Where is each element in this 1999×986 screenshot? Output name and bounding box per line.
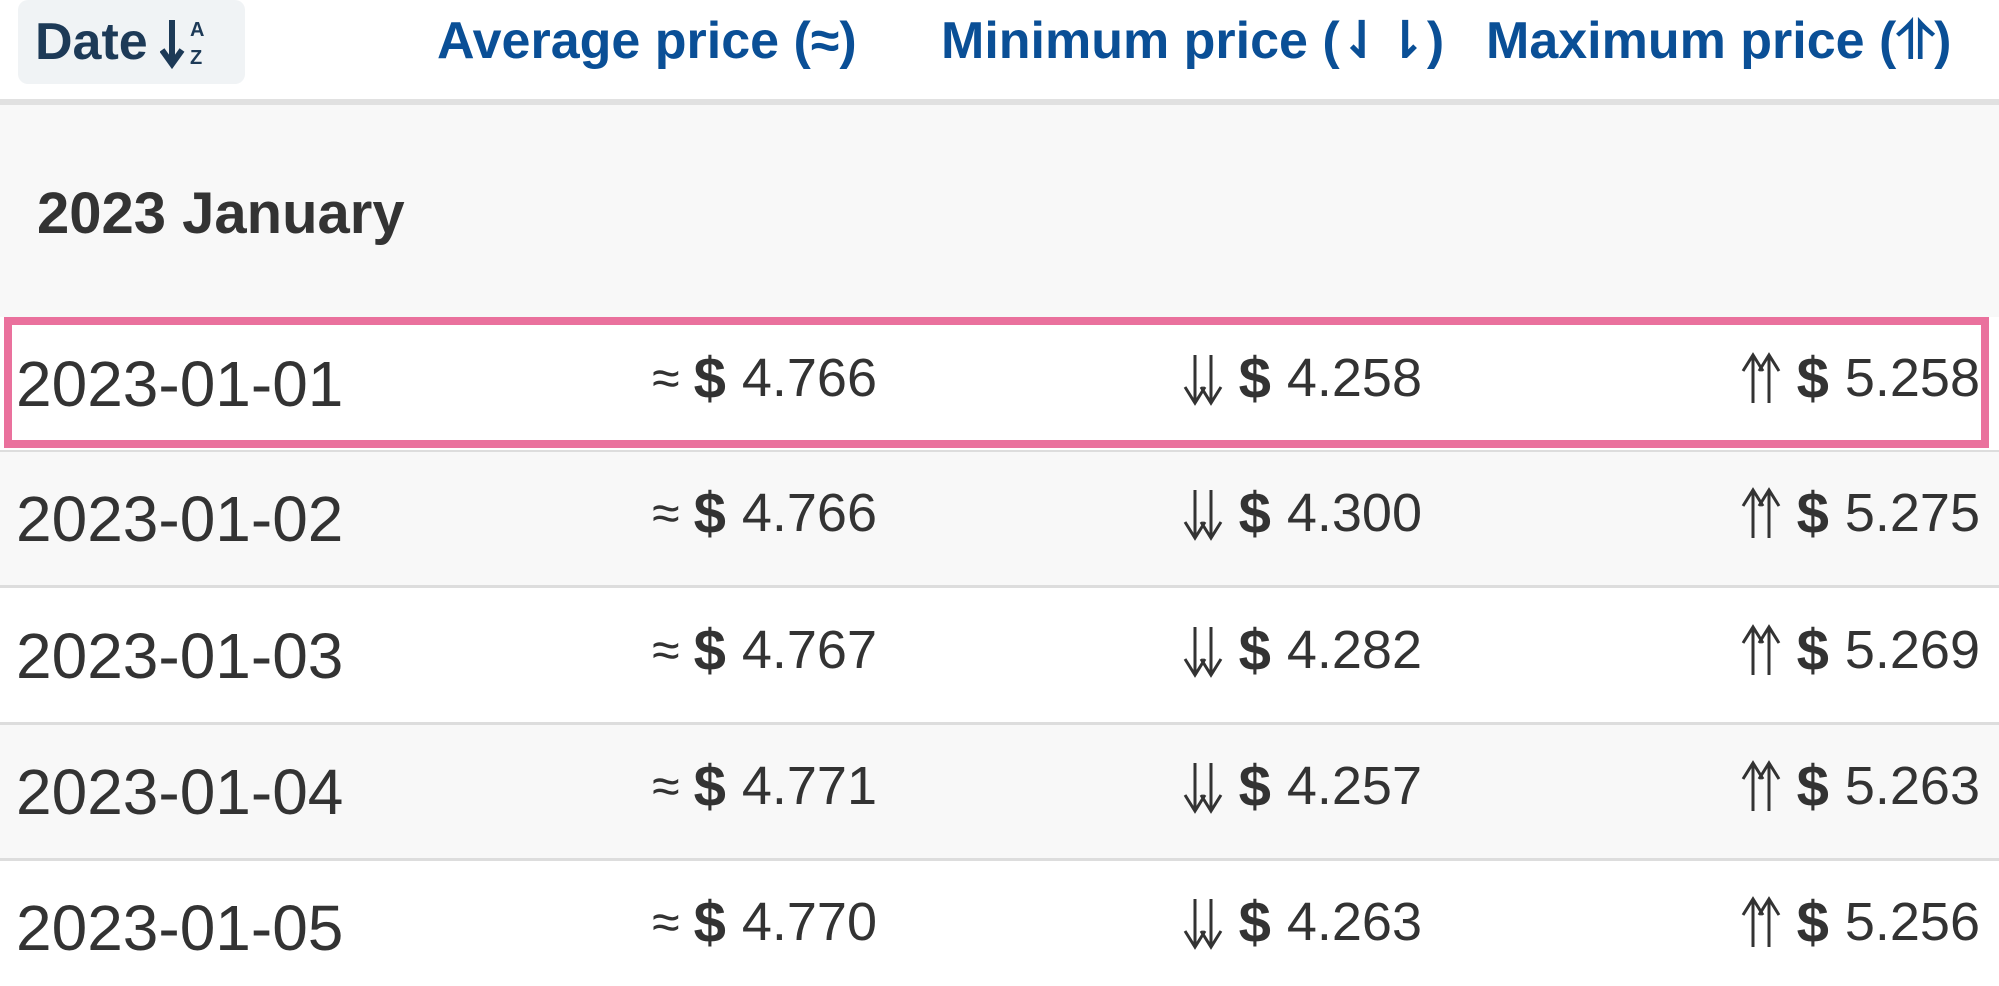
currency-symbol: $ xyxy=(693,618,726,683)
minimum-price-cell: $4.257 xyxy=(1181,755,1422,819)
double-up-arrow-icon xyxy=(1741,896,1780,947)
svg-text:A: A xyxy=(190,19,204,41)
minimum-price-cell: $4.300 xyxy=(1181,482,1422,546)
minimum-price-value: 4.257 xyxy=(1286,756,1422,817)
double-up-arrow-icon xyxy=(1741,487,1780,538)
approx-icon: ≈ xyxy=(652,350,680,407)
currency-symbol: $ xyxy=(693,346,726,411)
currency-symbol: $ xyxy=(1796,754,1829,819)
minimum-price-cell: $4.263 xyxy=(1181,891,1422,955)
double-down-arrow-icon xyxy=(1183,626,1222,678)
table-row[interactable]: 2023-01-04 ≈ $4.771 $4.257 $5.263 xyxy=(0,725,1999,858)
approx-icon: ≈ xyxy=(652,758,680,815)
table-header: Date A Z Average price (≈) Minimum price… xyxy=(0,0,1999,100)
minimum-price-value: 4.282 xyxy=(1286,620,1422,681)
row-divider xyxy=(0,858,1999,861)
currency-symbol: $ xyxy=(1796,618,1829,683)
minimum-price-value: 4.263 xyxy=(1286,892,1422,953)
minimum-price-value: 4.258 xyxy=(1286,348,1422,409)
average-price-cell: ≈ $4.766 xyxy=(652,347,877,411)
currency-symbol: $ xyxy=(693,754,726,819)
minimum-price-cell: $4.258 xyxy=(1181,347,1422,411)
month-group-row: 2023 January xyxy=(0,105,1999,317)
date-cell: 2023-01-01 xyxy=(16,348,344,420)
currency-symbol: $ xyxy=(693,890,726,955)
average-price-header[interactable]: Average price (≈) xyxy=(437,12,857,70)
double-up-arrow-icon xyxy=(1741,624,1780,675)
currency-symbol: $ xyxy=(1238,754,1271,819)
currency-symbol: $ xyxy=(1796,346,1829,411)
row-divider xyxy=(0,722,1999,725)
average-price-cell: ≈ $4.770 xyxy=(652,891,877,955)
table-row[interactable]: 2023-01-03 ≈ $4.767 $4.282 $5.269 xyxy=(0,589,1999,722)
header-divider xyxy=(0,99,1999,105)
table-row[interactable]: 2023-01-01 ≈ $4.766 $4.258 $5.258 xyxy=(0,317,1999,450)
maximum-price-cell: $5.275 xyxy=(1739,482,1980,546)
maximum-price-cell: $5.269 xyxy=(1739,619,1980,683)
average-price-value: 4.771 xyxy=(741,756,877,817)
date-sort-button[interactable]: Date A Z xyxy=(18,0,245,84)
average-price-value: 4.766 xyxy=(741,483,877,544)
date-cell: 2023-01-05 xyxy=(16,892,344,964)
maximum-price-value: 5.258 xyxy=(1844,348,1980,409)
currency-symbol: $ xyxy=(1238,481,1271,546)
average-price-cell: ≈ $4.771 xyxy=(652,755,877,819)
currency-symbol: $ xyxy=(1796,481,1829,546)
date-cell: 2023-01-04 xyxy=(16,756,344,828)
svg-text:Z: Z xyxy=(190,47,202,69)
maximum-price-value: 5.275 xyxy=(1844,483,1980,544)
maximum-price-value: 5.269 xyxy=(1844,620,1980,681)
double-down-arrow-icon xyxy=(1183,489,1222,541)
average-price-value: 4.770 xyxy=(741,892,877,953)
currency-symbol: $ xyxy=(1796,890,1829,955)
date-cell: 2023-01-02 xyxy=(16,483,344,555)
approx-icon: ≈ xyxy=(652,894,680,951)
date-column-label: Date xyxy=(35,13,148,71)
double-up-arrow-icon xyxy=(1741,760,1780,811)
currency-symbol: $ xyxy=(1238,346,1271,411)
approx-icon: ≈ xyxy=(652,622,680,679)
average-price-cell: ≈ $4.766 xyxy=(652,482,877,546)
row-divider xyxy=(0,450,1999,453)
double-down-arrow-icon xyxy=(1183,898,1222,950)
minimum-price-header[interactable]: Minimum price (⇃⇂) xyxy=(941,12,1445,70)
maximum-price-cell: $5.256 xyxy=(1739,891,1980,955)
table-row[interactable]: 2023-01-05 ≈ $4.770 $4.263 $5.256 xyxy=(0,861,1999,986)
table-row[interactable]: 2023-01-02 ≈ $4.766 $4.300 $5.275 xyxy=(0,452,1999,585)
maximum-price-value: 5.256 xyxy=(1844,892,1980,953)
maximum-price-cell: $5.258 xyxy=(1739,347,1980,411)
minimum-price-value: 4.300 xyxy=(1286,483,1422,544)
currency-symbol: $ xyxy=(1238,890,1271,955)
date-cell: 2023-01-03 xyxy=(16,620,344,692)
maximum-price-cell: $5.263 xyxy=(1739,755,1980,819)
average-price-value: 4.766 xyxy=(741,348,877,409)
average-price-cell: ≈ $4.767 xyxy=(652,619,877,683)
row-divider xyxy=(0,585,1999,588)
month-group-title: 2023 January xyxy=(37,181,405,246)
maximum-price-header[interactable]: Maximum price (⥣) xyxy=(1486,12,1952,70)
average-price-value: 4.767 xyxy=(741,620,877,681)
currency-symbol: $ xyxy=(693,481,726,546)
double-down-arrow-icon xyxy=(1183,354,1222,406)
double-down-arrow-icon xyxy=(1183,762,1222,814)
double-up-arrow-icon xyxy=(1741,352,1780,403)
approx-icon: ≈ xyxy=(652,485,680,542)
maximum-price-value: 5.263 xyxy=(1844,756,1980,817)
sort-az-descending-icon: A Z xyxy=(159,19,204,70)
minimum-price-cell: $4.282 xyxy=(1181,619,1422,683)
currency-symbol: $ xyxy=(1238,618,1271,683)
